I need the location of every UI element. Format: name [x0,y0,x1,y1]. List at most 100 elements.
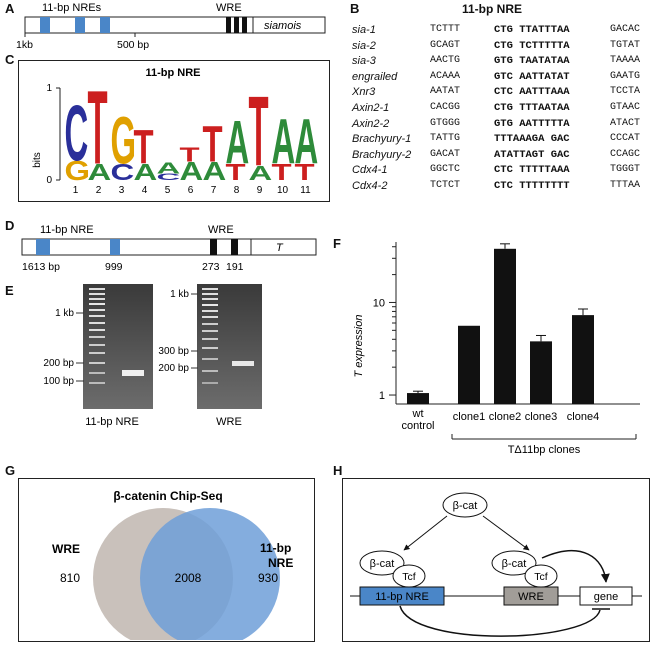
pos-1613: 1613 bp [22,261,60,273]
panel-g-frame [18,478,315,642]
logo-letter: T [134,119,154,174]
x-tick-label: control [401,420,434,432]
gel-2-caption: WRE [216,416,242,428]
sequence-flank3: TAAAA [610,55,641,67]
sequence-flank5: GACAT [430,148,461,160]
sequence-flank3: ATACT [610,117,641,129]
venn-left-count: 810 [60,571,80,585]
sequence-flank5: ACAAA [430,70,461,82]
chart-ylabel: T expression [353,315,365,378]
logo-letter: T [249,75,269,186]
logo-letter: T [272,160,293,186]
sequence-core: CTC TTTTTTTT [494,180,570,192]
logo-letter: A [272,106,296,178]
sequence-flank5: TCTCT [430,180,461,191]
t-promoter-bar [21,238,317,256]
tcf-right: Tcf [534,571,548,583]
sequence-core: CTC AATTTAAA [494,86,570,99]
gel-1-band [122,370,144,376]
panel-letter-e: E [5,283,14,298]
sequence-row: Brachyury-1 TATTG TTTAAAGA GAC CCCAT [352,133,652,148]
venn-title: β-catenin Chip-Seq [113,489,222,503]
sequence-flank3: GACAC [610,24,641,35]
panel-d-gene: T [276,242,284,254]
panel-letter-f: F [333,236,341,251]
logo-position-label: 9 [257,185,263,196]
sequence-flank3: GAATG [610,70,641,82]
model-diagram: β-cat β-cat Tcf β-cat Tcf 11-bp NRE WRE … [350,492,642,637]
sequence-core: CTG TTATTTAA [494,24,570,36]
panel-letter-g: G [5,463,16,478]
sequence-core: GTG TAATATAA [494,55,570,68]
sequence-flank5: GGCTC [430,164,461,176]
venn-diagram: β-catenin Chip-Seq WRE 11-bp NRE 810 200… [52,489,293,640]
sequence-name: Brachyury-2 [352,148,412,161]
wre-box-label: WRE [518,591,544,603]
sequence-flank5: TATTG [430,133,461,145]
bcat-right: β-cat [502,558,527,570]
logo-letter: T [88,70,108,186]
y-tick-label: 10 [373,297,385,309]
arrow-to-right [482,515,530,551]
venn-left-label: WRE [52,542,80,556]
panel-a-diagram: 11-bp NREs WRE siamois 1kb 500 bp [16,2,326,51]
sequence-core: GTC AATTATAT [494,70,570,83]
gel-2-300bp: 300 bp [158,346,189,357]
panel-c-frame [18,60,330,202]
pos-999: 999 [105,261,123,273]
sequence-flank5: GCAGT [430,39,461,51]
bar [494,248,516,404]
logo-letter: A [249,161,273,184]
sequence-row: sia-3 AACTG GTG TAATATAA TAAAA [352,55,652,70]
sequence-flank5: GTGGG [430,117,461,129]
bar [572,315,594,404]
logo-letter: C [65,88,89,177]
tick-1kb-label: 1kb [16,39,33,51]
gel-2 [197,284,262,409]
panel-b-title: 11-bp NRE [462,2,523,16]
gene-box-label: gene [594,591,618,603]
logo-letter: A [226,109,250,178]
sequence-core: GTG AATTTTTA [494,117,570,130]
t-nre-box-2 [110,239,120,255]
gel-2-1kb: 1 kb [170,289,189,300]
nre-box [359,586,445,606]
t-nre-box-1 [36,239,50,255]
logo-position-label: 11 [300,185,311,196]
bar [530,341,552,404]
logo-position-label: 4 [142,185,148,196]
sequence-core: CTG TCTTTTTA [494,39,570,52]
logo-letter: A [203,157,227,186]
sequence-flank3: TCCTA [610,86,641,98]
panel-d-diagram: 11-bp NRE WRE T 1613 bp 999 273 191 [21,224,317,273]
tick-500-label: 500 bp [117,39,149,51]
sequence-flank5: TCTTT [430,24,461,35]
activation-arrow [541,549,610,583]
pos-273: 273 [202,261,220,273]
sequence-row: sia-1 TCTTT CTG TTATTTAA GACAC [352,24,652,39]
logo-letter: T [226,160,247,186]
panel-d-nre-label: 11-bp NRE [40,224,94,236]
panel-e-gels: 1 kb 200 bp 100 bp 11-bp NRE 1 kb 300 bp… [43,284,262,428]
sequence-core: ATATTAGT GAC [494,148,570,161]
panel-a-nres-label: 11-bp NREs [42,2,102,14]
sequence-flank3: TTTAA [610,180,641,191]
group-label: TΔ11bp clones [508,444,581,456]
sequence-row: Cdx4-1 GGCTC CTC TTTTTAAA TGGGT [352,164,652,179]
sequence-flank3: TGGGT [610,164,641,176]
bar [407,393,429,404]
gel-1-ladder [89,288,105,384]
logo-letter: A [180,157,204,186]
x-tick-label: wt [412,408,424,420]
wre-box [503,586,559,606]
logo-letter: C [157,172,181,182]
sequence-flank5: AACTG [430,55,461,67]
bcat-top: β-cat [453,500,478,512]
gel-1-200bp: 200 bp [43,358,74,369]
sequence-name: engrailed [352,70,398,83]
nre-box-label: 11-bp NRE [375,591,429,603]
gel-2-ladder [202,288,218,384]
sequence-row: engrailed ACAAA GTC AATTATAT GAATG [352,71,652,86]
venn-overlap-count: 2008 [175,571,202,585]
